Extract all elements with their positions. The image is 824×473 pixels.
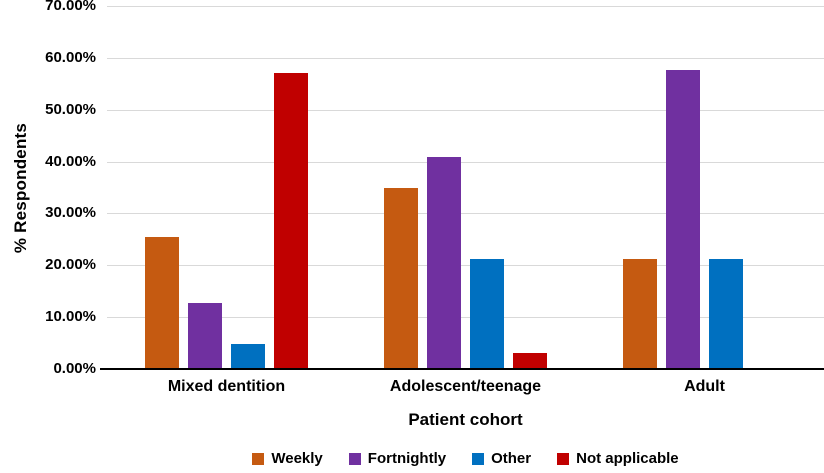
- gridline-70: [107, 6, 824, 7]
- bar-other-adolescent-teenage: [470, 259, 504, 369]
- legend-swatch-not-applicable: [557, 452, 570, 465]
- y-tick-label-40: 40.00%: [45, 152, 96, 170]
- y-tick-label-70: 70.00%: [45, 0, 96, 14]
- x-axis-line: [100, 368, 824, 370]
- gridline-20: [107, 265, 824, 267]
- bar-not-applicable-adolescent-teenage: [513, 353, 547, 369]
- legend-swatch-other: [472, 452, 485, 465]
- legend-item-weekly: Weekly: [252, 450, 323, 467]
- legend-label-other: Other: [491, 450, 532, 467]
- gridline-40: [107, 161, 824, 163]
- x-category-label-adult: Adult: [684, 378, 725, 395]
- y-axis-title: % Respondents: [11, 122, 30, 254]
- x-axis-title: Patient cohort: [408, 410, 523, 429]
- legend-label-weekly: Weekly: [271, 450, 323, 467]
- legend: Weekly Fortnightly Other Not applicable: [107, 450, 824, 467]
- plot-area: [107, 6, 824, 369]
- x-category-label-mixed-dentition: Mixed dentition: [167, 378, 286, 395]
- bar-fortnightly-mixed-dentition: [188, 303, 222, 369]
- y-tick-label-30: 30.00%: [45, 204, 96, 222]
- bar-other-mixed-dentition: [231, 344, 265, 369]
- y-tick-label-10: 10.00%: [45, 308, 96, 326]
- legend-label-not-applicable: Not applicable: [576, 450, 679, 467]
- legend-label-fortnightly: Fortnightly: [367, 450, 447, 467]
- bar-weekly-adult: [623, 259, 657, 369]
- legend-swatch-fortnightly: [348, 452, 361, 465]
- gridline-60: [107, 57, 824, 59]
- legend-item-fortnightly: Fortnightly: [348, 450, 447, 467]
- y-tick-label-0: 0.00%: [53, 360, 96, 377]
- gridline-30: [107, 213, 824, 215]
- x-axis-category-labels: Mixed dentition Adolescent/teenage Adult: [107, 378, 824, 396]
- bar-groups: [107, 6, 824, 369]
- bar-weekly-adolescent-teenage: [384, 188, 418, 369]
- bar-group-mixed-dentition: [107, 6, 346, 369]
- legend-item-not-applicable: Not applicable: [557, 450, 679, 467]
- bar-weekly-mixed-dentition: [145, 237, 179, 369]
- y-tick-label-20: 20.00%: [45, 256, 96, 274]
- legend-item-other: Other: [472, 450, 531, 467]
- gridline-10: [107, 317, 824, 319]
- x-category-label-adolescent-teenage: Adolescent/teenage: [389, 378, 542, 395]
- bar-other-adult: [709, 259, 743, 369]
- y-tick-label-60: 60.00%: [45, 48, 96, 66]
- bar-not-applicable-mixed-dentition: [274, 72, 308, 369]
- bar-group-adolescent-teenage: [346, 6, 585, 369]
- legend-swatch-weekly: [252, 452, 265, 465]
- bar-fortnightly-adult: [666, 70, 700, 369]
- bar-group-adult: [585, 6, 824, 369]
- gridline-50: [107, 109, 824, 111]
- bar-fortnightly-adolescent-teenage: [427, 156, 461, 369]
- y-tick-label-50: 50.00%: [45, 100, 96, 118]
